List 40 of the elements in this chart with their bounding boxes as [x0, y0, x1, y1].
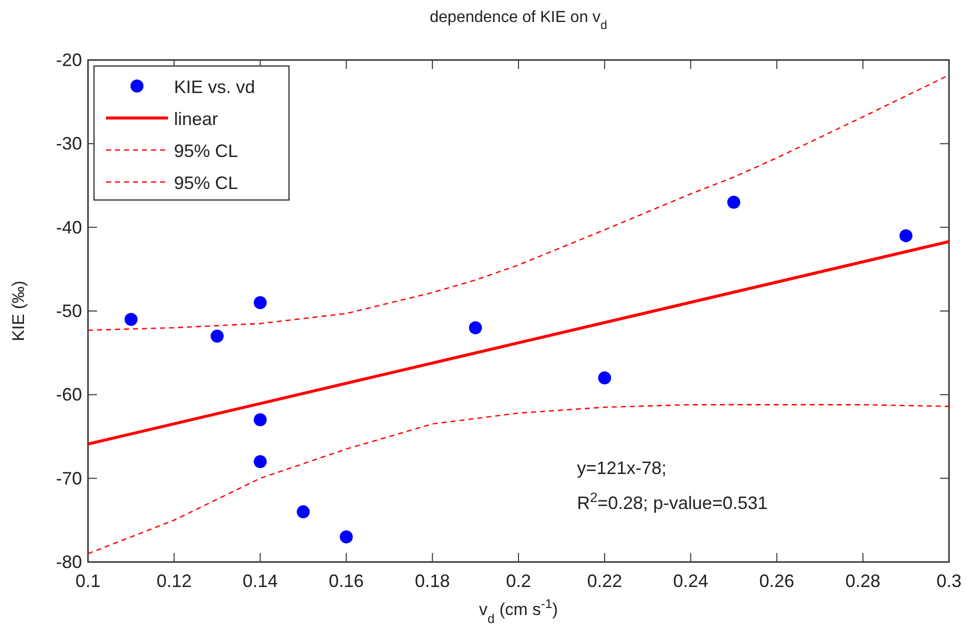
- annotation: y=121x-78;: [577, 458, 667, 478]
- x-tick-label: 0.2: [506, 571, 532, 591]
- point: [210, 330, 224, 343]
- line-series: [88, 74, 949, 331]
- point: [254, 296, 267, 310]
- y-tick-label: -70: [56, 468, 82, 488]
- annotation: R$^{2}$=0.28; p-value=0.531: [577, 490, 768, 513]
- x-tick-label: 0.1: [75, 571, 101, 591]
- x-tick-label: 0.26: [759, 571, 794, 591]
- x-tick-label: 0.24: [673, 571, 708, 591]
- y-tick-label: -50: [56, 301, 82, 321]
- y-tick-label: -30: [56, 134, 82, 154]
- y-tick-label: -60: [56, 384, 82, 405]
- point: [296, 505, 310, 518]
- point: [124, 312, 138, 326]
- point: [598, 371, 612, 384]
- point: [727, 196, 740, 209]
- x-tick-label: 0.22: [587, 571, 622, 591]
- x-tick-label: 0.12: [156, 571, 192, 591]
- point: [468, 321, 482, 334]
- chart-title: dependence of KIE on v$_{d}$: [430, 9, 608, 32]
- line-series: [88, 404, 949, 554]
- point: [899, 229, 912, 242]
- legend-label: KIE vs. vd: [174, 77, 256, 97]
- point: [340, 530, 353, 544]
- x-axis-title: v$_{d}$ (cm s$^{-1}$): [479, 596, 558, 626]
- point: [254, 455, 267, 468]
- x-tick-label: 0.16: [328, 571, 364, 591]
- point: [254, 413, 267, 426]
- legend-label: linear: [174, 109, 218, 129]
- legend-label: 95% CL: [174, 141, 238, 161]
- x-tick-label: 0.28: [845, 571, 880, 591]
- y-axis-title: KIE (‰): [9, 280, 28, 342]
- x-tick-label: 0.18: [414, 571, 450, 591]
- legend-label: 95% CL: [174, 173, 238, 193]
- y-tick-label: -40: [56, 217, 82, 238]
- y-tick-label: -20: [56, 50, 82, 70]
- x-tick-label: 0.14: [242, 571, 278, 591]
- x-tick-label: 0.3: [936, 571, 962, 591]
- y-tick-label: -80: [56, 552, 82, 572]
